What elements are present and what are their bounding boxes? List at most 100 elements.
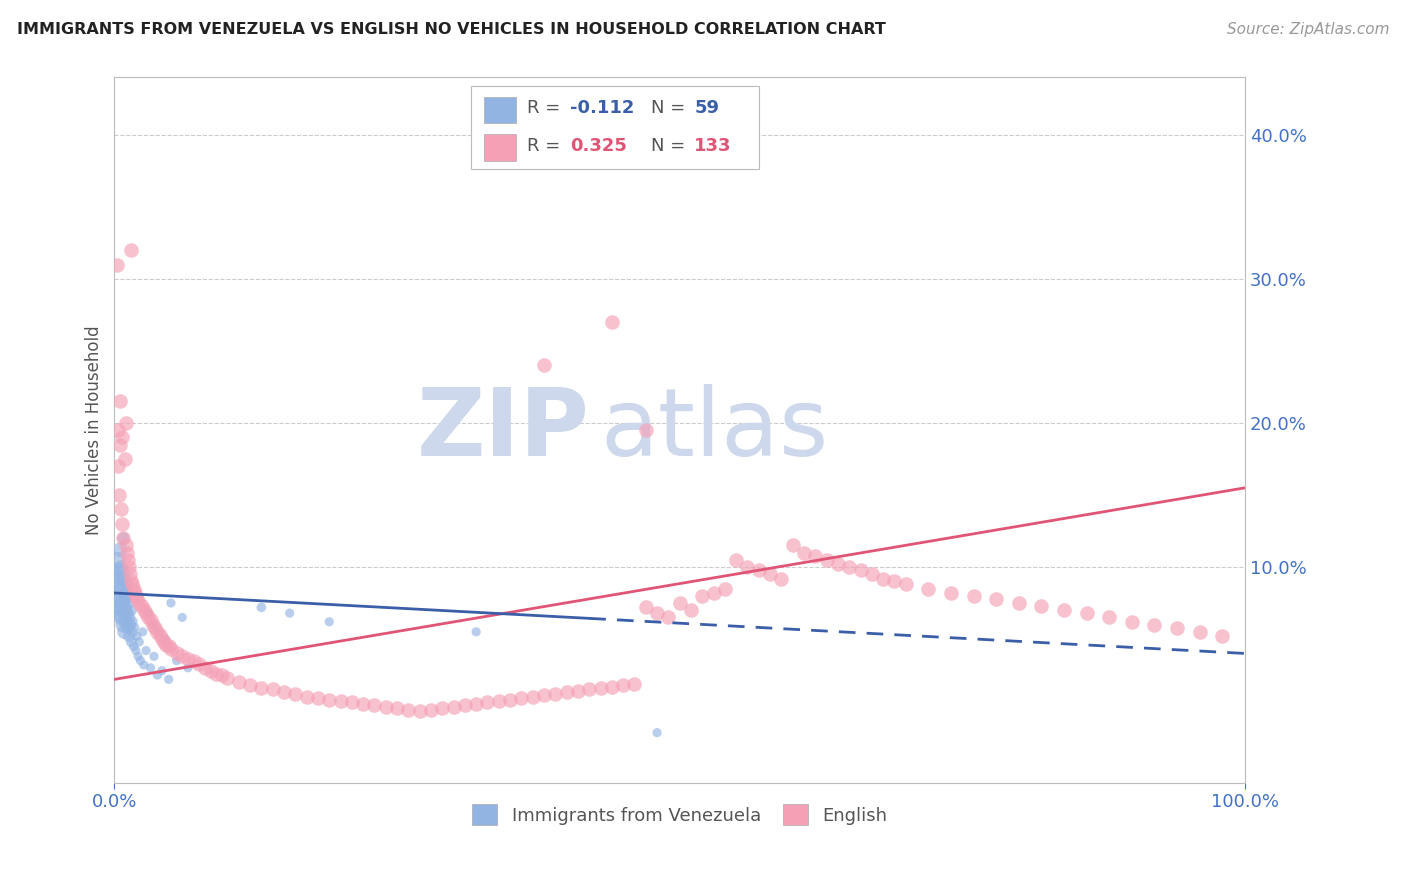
Point (150, 664, 173, 678)
Point (114, 452, 136, 467)
Point (962, 589, 984, 603)
Point (125, 643, 148, 657)
Point (1211, 629, 1233, 643)
Point (250, 681, 273, 695)
FancyBboxPatch shape (484, 96, 516, 123)
Point (770, 572, 793, 586)
Point (177, 661, 200, 675)
Point (115, 546, 138, 560)
Point (612, 678, 634, 692)
Point (759, 567, 782, 582)
Point (217, 671, 239, 685)
Point (120, 617, 142, 632)
Point (917, 582, 939, 596)
Point (645, 606, 668, 620)
Point (533, 688, 555, 702)
Point (146, 624, 169, 639)
Point (108, 488, 131, 502)
Point (278, 606, 301, 620)
Point (115, 606, 138, 620)
Point (122, 639, 145, 653)
Point (284, 687, 307, 701)
Point (205, 666, 228, 681)
Point (782, 538, 804, 552)
Point (114, 416, 136, 430)
Point (600, 680, 623, 694)
Point (121, 615, 143, 629)
Point (120, 574, 142, 589)
Point (668, 596, 690, 610)
Point (228, 675, 250, 690)
Point (157, 639, 180, 653)
Point (110, 560, 132, 574)
Point (600, 315, 623, 329)
Text: IMMIGRANTS FROM VENEZUELA VS ENGLISH NO VEHICLES IN HOUSEHOLD CORRELATION CHART: IMMIGRANTS FROM VENEZUELA VS ENGLISH NO … (17, 22, 886, 37)
Y-axis label: No Vehicles in Household: No Vehicles in Household (86, 326, 103, 535)
Point (122, 582, 145, 596)
Point (142, 617, 165, 632)
Point (132, 657, 155, 672)
Point (112, 591, 135, 606)
Point (166, 654, 188, 668)
Point (860, 567, 883, 582)
Point (108, 563, 131, 577)
Point (111, 610, 134, 624)
Point (488, 694, 510, 708)
Text: 59: 59 (695, 99, 720, 118)
Point (679, 603, 702, 617)
Point (131, 599, 153, 613)
Point (200, 664, 222, 678)
Text: N =: N = (651, 99, 692, 118)
Point (111, 516, 134, 531)
Text: atlas: atlas (600, 384, 828, 476)
Point (1143, 617, 1166, 632)
Point (108, 394, 131, 409)
Point (894, 577, 917, 591)
Point (157, 673, 180, 687)
Point (150, 632, 173, 646)
Text: 133: 133 (695, 136, 733, 155)
Point (544, 687, 567, 701)
Point (465, 624, 488, 639)
Point (477, 695, 499, 709)
Point (121, 624, 143, 639)
Point (128, 635, 150, 649)
Text: Source: ZipAtlas.com: Source: ZipAtlas.com (1226, 22, 1389, 37)
Point (139, 613, 162, 627)
Point (623, 676, 645, 690)
Point (443, 699, 465, 714)
Point (804, 549, 827, 563)
Point (340, 695, 363, 709)
Point (748, 563, 770, 577)
Point (114, 615, 136, 629)
Point (114, 538, 136, 552)
Point (108, 606, 131, 620)
Point (110, 567, 132, 582)
FancyBboxPatch shape (484, 134, 516, 161)
Point (149, 624, 172, 639)
Point (645, 725, 668, 739)
Point (128, 596, 150, 610)
Point (177, 652, 200, 666)
Point (108, 596, 131, 610)
Point (172, 610, 194, 624)
Point (135, 643, 157, 657)
Point (737, 560, 759, 574)
Point (465, 697, 488, 711)
Point (589, 681, 612, 695)
Point (125, 589, 148, 603)
Point (657, 610, 679, 624)
Text: 0.325: 0.325 (569, 136, 627, 155)
Point (522, 690, 544, 704)
Point (146, 668, 169, 682)
Point (499, 692, 522, 706)
Point (815, 553, 838, 567)
Point (1076, 606, 1098, 620)
Point (396, 703, 419, 717)
Point (120, 603, 142, 617)
Point (108, 542, 131, 557)
Point (385, 701, 408, 715)
Point (136, 606, 159, 620)
Point (307, 691, 329, 706)
Point (149, 628, 172, 642)
